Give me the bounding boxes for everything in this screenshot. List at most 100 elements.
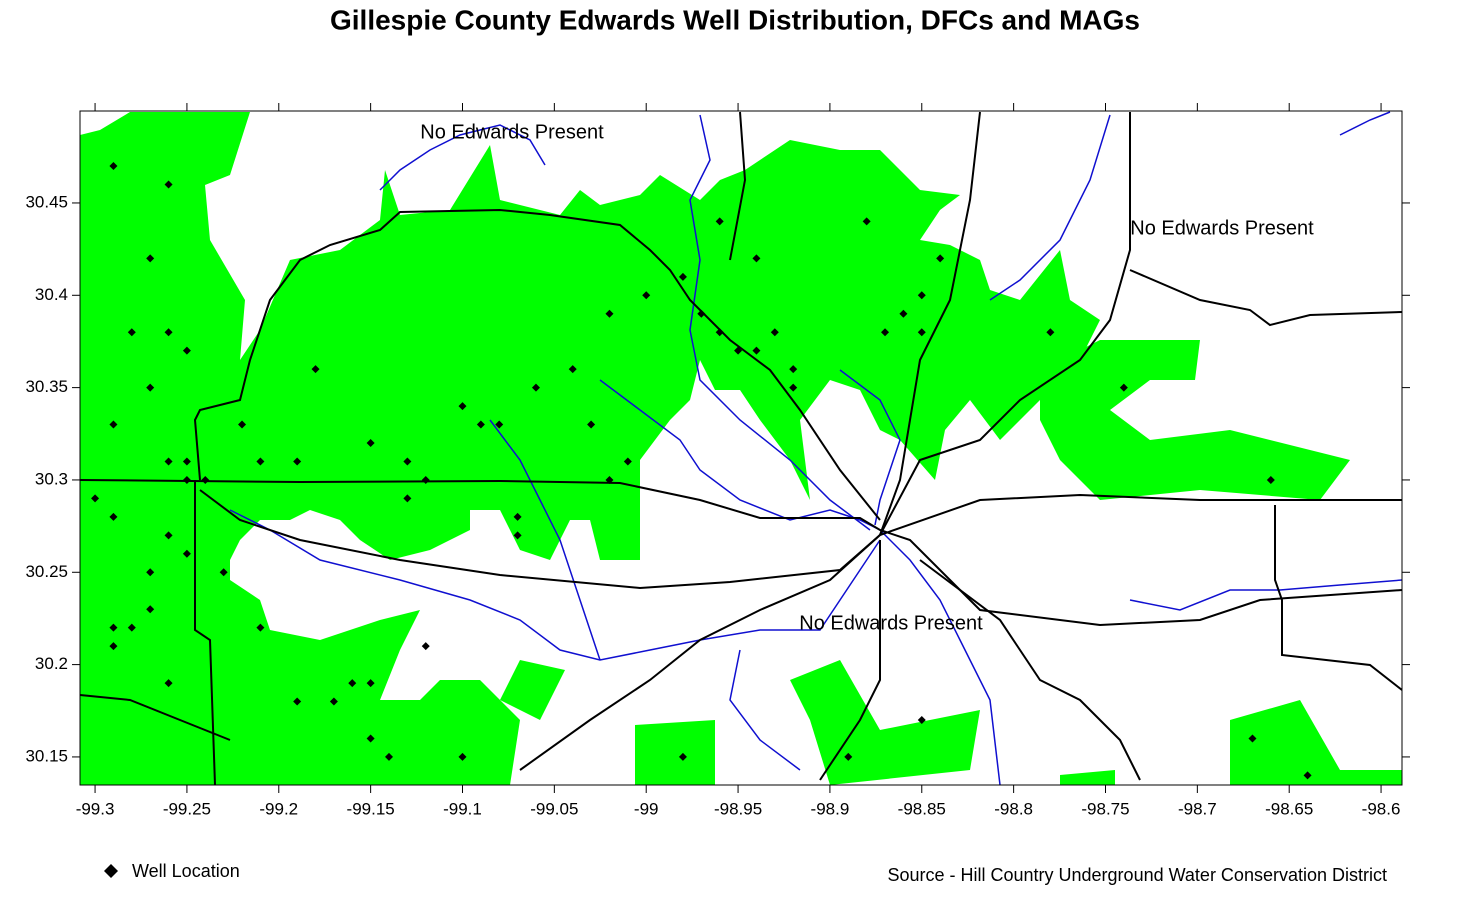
well-marker: [917, 291, 926, 300]
well-marker: [293, 697, 302, 706]
river: [229, 509, 881, 661]
river: [989, 114, 1111, 301]
well-marker: [678, 752, 687, 761]
x-tick-label: -98.85: [898, 799, 946, 818]
plot-frame: [79, 110, 1403, 786]
well-marker: [623, 457, 632, 466]
well-marker: [770, 328, 779, 337]
river: [839, 369, 901, 526]
road: [1129, 269, 1402, 327]
well-marker: [1266, 475, 1275, 484]
chart-title: Gillespie County Edwards Well Distributi…: [330, 4, 1140, 35]
well-marker: [789, 383, 798, 392]
well-marker: [752, 254, 761, 263]
well-marker: [146, 383, 155, 392]
road: [879, 493, 1402, 536]
well-marker: [127, 328, 136, 337]
road: [199, 489, 881, 590]
well-marker: [605, 309, 614, 318]
river: [379, 124, 546, 191]
well-marker: [366, 439, 375, 448]
legend-label: Well Location: [132, 861, 240, 881]
road: [193, 208, 881, 521]
well-marker: [568, 365, 577, 374]
well-marker: [127, 623, 136, 632]
river: [689, 114, 871, 531]
well-marker: [256, 623, 265, 632]
well-marker: [164, 457, 173, 466]
well-marker: [109, 162, 118, 171]
x-tick-label: -98.75: [1081, 799, 1129, 818]
well-marker: [495, 420, 504, 429]
x-tick-label: -99: [634, 799, 659, 818]
well-marker: [256, 457, 265, 466]
well-marker: [531, 383, 540, 392]
source-note: Source - Hill Country Underground Water …: [887, 865, 1387, 885]
x-tick-label: -98.95: [714, 799, 762, 818]
edwards-area: [1040, 340, 1350, 500]
well-marker: [109, 420, 118, 429]
edwards-area: [1230, 700, 1402, 785]
well-marker: [385, 752, 394, 761]
well-marker: [146, 568, 155, 577]
well-marker: [458, 752, 467, 761]
well-marker: [164, 531, 173, 540]
road: [80, 479, 1402, 627]
well-marker: [421, 642, 430, 651]
y-tick-label: 30.2: [35, 654, 68, 673]
well-marker: [366, 679, 375, 688]
annotation: No Edwards Present: [1130, 217, 1314, 239]
well-marker: [936, 254, 945, 263]
well-marker: [146, 254, 155, 263]
well-marker: [182, 475, 191, 484]
well-marker: [311, 365, 320, 374]
x-tick-label: -98.65: [1265, 799, 1313, 818]
well-marker: [403, 494, 412, 503]
river: [1129, 579, 1402, 611]
well-marker: [917, 328, 926, 337]
x-tick-label: -99.05: [530, 799, 578, 818]
road: [919, 559, 1141, 781]
well-marker: [899, 309, 908, 318]
road: [194, 480, 216, 785]
well-marker: [366, 734, 375, 743]
x-tick-label: -99.2: [259, 799, 298, 818]
well-marker: [219, 568, 228, 577]
road: [80, 694, 231, 741]
river: [729, 649, 801, 771]
well-marker: [678, 272, 687, 281]
y-tick-label: 30.4: [35, 285, 68, 304]
y-tick-label: 30.3: [35, 469, 68, 488]
well-marker: [844, 752, 853, 761]
well-marker: [109, 642, 118, 651]
well-marker: [1248, 734, 1257, 743]
well-marker: [329, 697, 338, 706]
annotation: No Edwards Present: [420, 121, 604, 143]
wells: [91, 162, 1312, 780]
road: [819, 540, 881, 781]
well-marker: [91, 494, 100, 503]
well-marker: [201, 475, 210, 484]
well-marker: [476, 420, 485, 429]
well-marker: [348, 679, 357, 688]
road: [729, 111, 747, 261]
edwards-area: [635, 720, 715, 785]
road: [879, 112, 1131, 536]
well-marker: [642, 291, 651, 300]
well-marker: [164, 679, 173, 688]
well-marker: [715, 328, 724, 337]
map-layers: [80, 111, 1402, 785]
well-marker: [164, 328, 173, 337]
well-marker: [1119, 383, 1128, 392]
well-marker: [182, 549, 191, 558]
y-tick-label: 30.45: [25, 192, 68, 211]
x-tick-label: -99.15: [347, 799, 395, 818]
well-marker: [146, 605, 155, 614]
well-marker: [917, 716, 926, 725]
well-marker: [605, 475, 614, 484]
edwards-area: [80, 112, 1100, 785]
well-marker: [862, 217, 871, 226]
well-marker: [587, 420, 596, 429]
x-tick-label: -98.9: [811, 799, 850, 818]
